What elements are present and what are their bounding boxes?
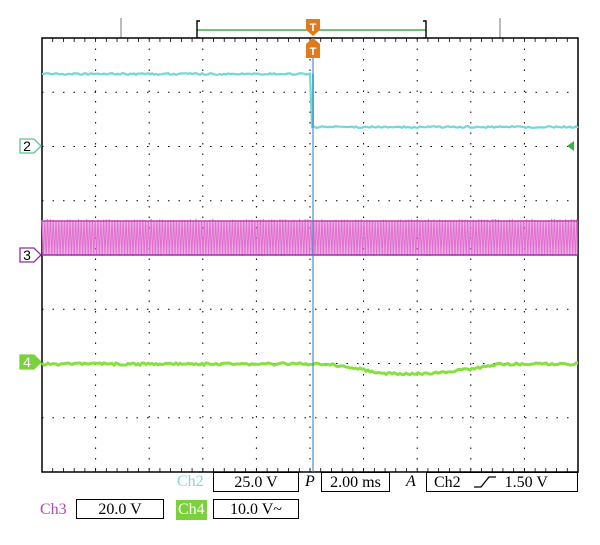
- ch2-label: Ch2: [177, 472, 204, 492]
- ch3-ground-marker-icon: 3: [20, 247, 41, 263]
- ch4-marker-label: 4: [23, 354, 31, 370]
- ch2-ground-marker-icon: 2: [20, 138, 41, 154]
- trigger-mode-prefix: A: [406, 472, 416, 492]
- timebase-value: 2.00 ms: [321, 472, 390, 492]
- ch3-marker-label: 3: [23, 247, 31, 263]
- ch4-ground-marker-icon: 4: [20, 354, 41, 370]
- trigger-marker-bottom-label: T: [310, 46, 317, 58]
- trigger-marker-top-label: T: [310, 22, 317, 34]
- rising-edge-icon: [473, 475, 497, 489]
- ch2-marker-label: 2: [23, 138, 31, 154]
- trigger-readout: Ch2 1.50 V: [426, 472, 578, 492]
- ch3-label: Ch3: [40, 500, 67, 520]
- ch2-scale-value: 25.0 V: [213, 472, 299, 492]
- timebase-prefix: P: [305, 472, 315, 492]
- trigger-source: Ch2: [434, 474, 461, 491]
- ch3-trace: [42, 219, 578, 256]
- ch4-label: Ch4: [176, 500, 207, 520]
- trigger-marker-top-icon: T: [306, 19, 320, 36]
- trigger-level: 1.50 V: [505, 474, 548, 491]
- ch4-scale-value: 10.0 V~: [213, 499, 299, 519]
- ch3-scale-value: 20.0 V: [76, 499, 164, 519]
